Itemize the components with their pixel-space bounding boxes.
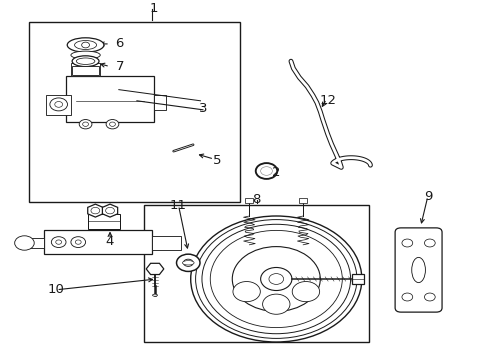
FancyBboxPatch shape (394, 228, 441, 312)
Ellipse shape (411, 257, 425, 283)
Text: 4: 4 (105, 235, 114, 248)
Bar (351, 274, 364, 284)
Text: 9: 9 (423, 190, 431, 203)
Circle shape (255, 163, 277, 179)
Ellipse shape (71, 51, 100, 59)
Circle shape (75, 240, 81, 244)
Bar (151, 236, 181, 250)
Circle shape (260, 167, 272, 175)
Circle shape (15, 236, 34, 250)
Bar (29, 22, 239, 202)
Bar (245, 198, 253, 203)
Bar (66, 76, 154, 122)
Bar (72, 66, 99, 75)
Circle shape (82, 122, 88, 126)
Circle shape (79, 120, 92, 129)
Ellipse shape (74, 40, 96, 49)
Ellipse shape (72, 56, 99, 67)
Bar (46, 95, 71, 115)
Text: 1: 1 (149, 3, 158, 15)
Circle shape (260, 267, 291, 291)
Circle shape (105, 207, 114, 214)
Circle shape (55, 102, 62, 107)
Circle shape (50, 98, 67, 111)
Ellipse shape (67, 38, 104, 52)
Circle shape (190, 216, 361, 342)
Circle shape (401, 293, 412, 301)
Circle shape (202, 224, 350, 334)
Circle shape (51, 237, 66, 248)
Text: 3: 3 (198, 102, 207, 114)
Circle shape (424, 293, 434, 301)
Circle shape (71, 237, 85, 248)
Bar (24, 238, 44, 248)
Text: 7: 7 (115, 60, 124, 73)
Ellipse shape (152, 294, 157, 296)
Circle shape (268, 274, 283, 284)
Circle shape (232, 247, 320, 311)
Bar (144, 205, 368, 342)
Circle shape (183, 259, 193, 266)
Circle shape (106, 120, 119, 129)
Text: 8: 8 (252, 193, 261, 206)
Bar (71, 63, 100, 76)
Text: 6: 6 (115, 37, 124, 50)
Circle shape (210, 230, 342, 328)
Circle shape (56, 240, 61, 244)
Circle shape (176, 254, 200, 271)
Circle shape (262, 294, 289, 314)
Circle shape (401, 239, 412, 247)
Text: 11: 11 (170, 199, 186, 212)
Circle shape (195, 220, 356, 338)
Bar (88, 214, 120, 229)
Circle shape (424, 239, 434, 247)
Ellipse shape (182, 261, 194, 265)
Circle shape (81, 42, 89, 48)
Circle shape (292, 282, 319, 302)
Text: 10: 10 (48, 283, 64, 296)
Text: 5: 5 (213, 154, 222, 167)
Ellipse shape (76, 58, 95, 64)
Circle shape (232, 282, 260, 302)
Text: 2: 2 (271, 166, 280, 179)
Circle shape (91, 207, 100, 214)
Text: 12: 12 (319, 94, 335, 107)
Circle shape (109, 122, 115, 126)
Bar (44, 230, 151, 254)
Bar (299, 198, 306, 203)
Bar (154, 95, 166, 110)
